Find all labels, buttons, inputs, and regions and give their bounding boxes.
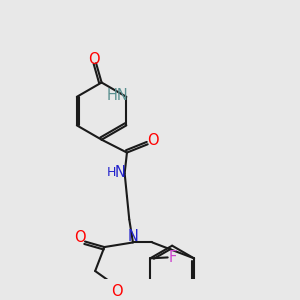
Text: HN: HN	[106, 88, 128, 104]
Text: N: N	[128, 230, 138, 244]
Text: O: O	[74, 230, 85, 245]
Text: O: O	[88, 52, 100, 67]
Text: N: N	[115, 165, 125, 180]
Text: H: H	[107, 166, 116, 179]
Text: F: F	[169, 250, 177, 265]
Text: O: O	[147, 133, 159, 148]
Text: O: O	[111, 284, 123, 299]
